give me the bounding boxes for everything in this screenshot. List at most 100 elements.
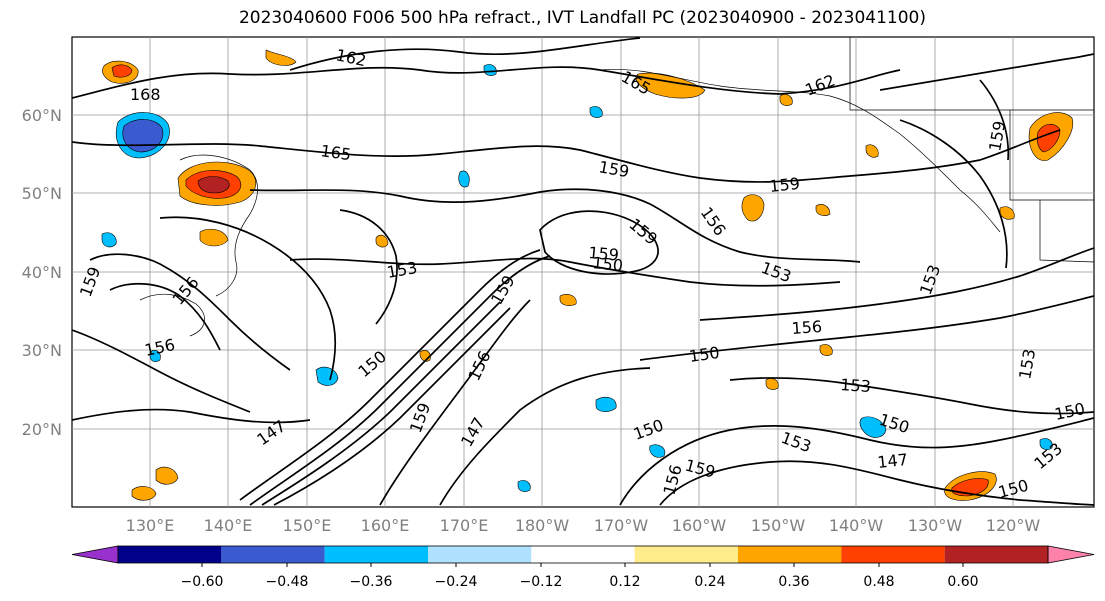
lat-label: 60°N: [22, 106, 62, 125]
contour-line: [879, 53, 1094, 91]
shade-patch: [131, 486, 157, 501]
contour-line: [659, 460, 1094, 506]
colorbar: −0.60 −0.48 −0.36 −0.24 −0.12 0.12 0.24 …: [71, 545, 1095, 590]
shade-patch: [741, 194, 765, 222]
contour-line: [289, 257, 841, 287]
shade-patch: [199, 228, 229, 247]
shade-patch: [815, 204, 831, 216]
shade-patch: [458, 170, 470, 188]
contour-lines: [72, 37, 1094, 506]
colorbar-tick-label: 0.48: [863, 574, 894, 590]
lon-label: 170°E: [440, 516, 489, 535]
colorbar-extend-min: [71, 545, 119, 564]
colorbar-tick-label: 0.36: [778, 574, 809, 590]
colorbar-outline: [117, 545, 1049, 564]
contour-line: [539, 210, 659, 275]
shade-patch: [865, 144, 879, 158]
colorbar-segment: [634, 546, 738, 563]
shade-patch: [595, 396, 617, 412]
shade-patch: [1039, 438, 1053, 450]
contour-label: 150: [592, 253, 624, 275]
colorbar-segment: [841, 546, 945, 563]
contour-line: [72, 129, 1061, 183]
shade-patch: [649, 444, 666, 458]
lon-label: 150°W: [751, 516, 806, 535]
coastline: [139, 293, 205, 337]
contour-line: [109, 282, 221, 351]
map-panel: 168 162 165 165 162 159 159 159 156 159 …: [71, 36, 1095, 508]
shade-patch: [101, 232, 117, 248]
contour-label: 168: [130, 85, 161, 104]
contour-line: [72, 329, 251, 413]
contour-line: [72, 66, 901, 99]
contour-line: [699, 247, 1094, 321]
shade-patch: [265, 49, 297, 66]
contour-line: [273, 307, 511, 506]
contour-line: [159, 216, 337, 381]
shade-patch: [149, 350, 161, 362]
shade-patch: [155, 466, 179, 485]
colorbar-tick-label: −0.36: [350, 574, 393, 590]
colorbar-tick-label: 0.24: [694, 574, 725, 590]
shade-patch: [517, 480, 531, 492]
contour-label: 150: [688, 343, 721, 366]
lon-label: 120°W: [986, 516, 1041, 535]
lon-label: 160°E: [361, 516, 410, 535]
border-line: [1009, 110, 1094, 201]
colorbar-segment: [324, 546, 428, 563]
colorbar-segment: [944, 546, 1048, 563]
contour-line: [89, 253, 291, 371]
shade-patch: [111, 64, 133, 78]
coastlines: [139, 37, 1094, 337]
lat-label: 30°N: [22, 341, 62, 360]
contour-line: [979, 79, 1010, 161]
colorbar-ticks: [201, 563, 964, 567]
border-line: [849, 37, 1094, 111]
border-line: [1039, 200, 1094, 263]
colorbar-tick-label: 0.12: [609, 574, 640, 590]
lon-label: 140°W: [829, 516, 884, 535]
lat-label: 20°N: [22, 420, 62, 439]
contour-label: 156: [791, 317, 823, 338]
coastline: [179, 154, 258, 297]
coastline: [599, 69, 1001, 233]
colorbar-tick-label: −0.60: [181, 574, 224, 590]
contour-line: [289, 37, 641, 71]
contour-line: [379, 299, 531, 506]
colorbar-segment: [221, 546, 325, 563]
lon-label: 130°E: [126, 516, 175, 535]
contour-line: [339, 209, 398, 325]
colorbar-extend-max: [1047, 545, 1095, 564]
colorbar-tick-label: −0.12: [520, 574, 563, 590]
contour-line: [639, 295, 1094, 361]
lon-label: 130°W: [908, 516, 963, 535]
contour-line: [619, 417, 1094, 506]
contour-label: 159: [768, 174, 800, 196]
colorbar-tick-label: −0.48: [266, 574, 309, 590]
lon-labels: 130°E 140°E 150°E 160°E 170°E 180°W 170°…: [126, 516, 1041, 535]
colorbar-segment: [531, 546, 635, 563]
contour-line: [249, 255, 551, 506]
colorbar-segment: [118, 546, 222, 563]
shade-patch: [779, 94, 793, 106]
colorbar-segment: [428, 546, 532, 563]
contour-line: [439, 367, 651, 506]
shade-patch: [819, 344, 833, 356]
shade-patch: [375, 234, 389, 248]
contour-label: 153: [840, 375, 872, 396]
contour-line: [899, 119, 1008, 269]
colorbar-segments: [71, 545, 1095, 564]
colorbar-tick-label: 0.60: [947, 574, 978, 590]
contour-line: [729, 377, 1094, 415]
shade-patch: [559, 294, 577, 306]
colorbar-tick-labels: −0.60 −0.48 −0.36 −0.24 −0.12 0.12 0.24 …: [181, 574, 979, 590]
contour-line: [72, 408, 311, 424]
contour-label: 147: [876, 450, 908, 472]
lon-label: 150°E: [283, 516, 332, 535]
contour-line: [239, 249, 541, 501]
lat-labels: 60°N 50°N 40°N 30°N 20°N: [22, 106, 62, 439]
lon-label: 160°W: [672, 516, 727, 535]
map-title: 2023040600 F006 500 hPa refract., IVT La…: [238, 8, 926, 28]
lat-label: 40°N: [22, 263, 62, 282]
